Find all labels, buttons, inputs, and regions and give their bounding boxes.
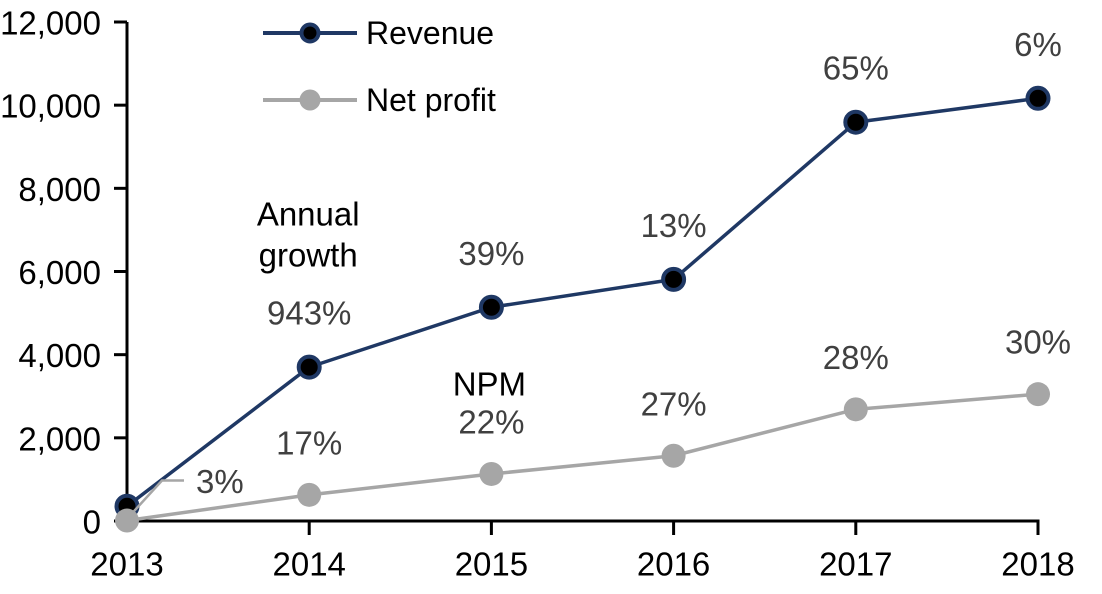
chart-legend: Revenue Net profit: [263, 14, 496, 119]
revenue-marker-2016: [661, 266, 687, 292]
net-profit-legend-label: Net profit: [366, 82, 496, 118]
x-tick-label-2015: 2015: [455, 546, 528, 583]
y-tick-label-2,000: 2,000: [18, 420, 101, 457]
y-tick-label-6,000: 6,000: [18, 254, 101, 291]
y-tick-label-0: 0: [83, 504, 101, 541]
annual-growth-label: Annual: [257, 196, 360, 233]
y-tick-label-8,000: 8,000: [18, 171, 101, 208]
revenue-marker-2018: [1025, 85, 1051, 111]
revenue-line: [125, 96, 1039, 508]
legend-item-net-profit: Net profit: [263, 81, 496, 119]
y-tick-label-12,000: 12,000: [0, 5, 101, 42]
y-tick-label-10,000: 10,000: [0, 88, 101, 125]
npm-callout-line: [129, 479, 184, 517]
npm-value-2018: 30%: [1005, 324, 1071, 361]
x-tick-label-2014: 2014: [272, 546, 345, 583]
annual-growth-label: growth: [259, 237, 358, 274]
npm-value-2016: 27%: [641, 385, 707, 422]
net-profit-marker-2013: [115, 508, 139, 533]
net-profit-marker-2017: [843, 397, 868, 422]
annual-growth-value-2015: 39%: [458, 235, 524, 272]
revenue-legend-label: Revenue: [366, 15, 495, 51]
x-tick-label-2017: 2017: [819, 546, 892, 583]
npm-value-2017: 28%: [823, 339, 889, 376]
net-profit-line: [126, 392, 1039, 523]
revenue-marker-2017: [843, 109, 869, 135]
x-tick-label-2018: 2018: [1001, 546, 1074, 583]
npm-value-2015: 22%: [458, 403, 524, 440]
revenue-marker-icon: [299, 22, 321, 44]
net-profit-marker-2016: [661, 443, 686, 468]
annual-growth-value-2014: 943%: [267, 295, 351, 332]
annual-growth-value-2016: 13%: [641, 207, 707, 244]
legend-item-revenue: Revenue: [263, 14, 496, 52]
revenue-marker-2015: [478, 294, 504, 320]
x-tick-label-2016: 2016: [637, 546, 710, 583]
npm-value-2013: 3%: [196, 463, 244, 500]
npm-label: NPM: [453, 366, 526, 403]
net-profit-marker-2018: [1026, 382, 1050, 407]
revenue-legend-swatch: [263, 14, 357, 52]
annual-growth-value-2017: 65%: [823, 50, 889, 87]
net-profit-marker-2015: [479, 461, 504, 486]
net-profit-legend-swatch: [263, 81, 357, 119]
net-profit-marker-2014: [297, 482, 322, 507]
npm-value-2014: 17%: [276, 424, 342, 461]
annual-growth-value-2018: 6%: [1014, 26, 1062, 63]
net-profit-marker-icon: [299, 89, 321, 111]
x-tick-label-2013: 2013: [90, 546, 163, 583]
y-tick-label-4,000: 4,000: [18, 337, 101, 374]
revenue-marker-2014: [296, 354, 322, 380]
